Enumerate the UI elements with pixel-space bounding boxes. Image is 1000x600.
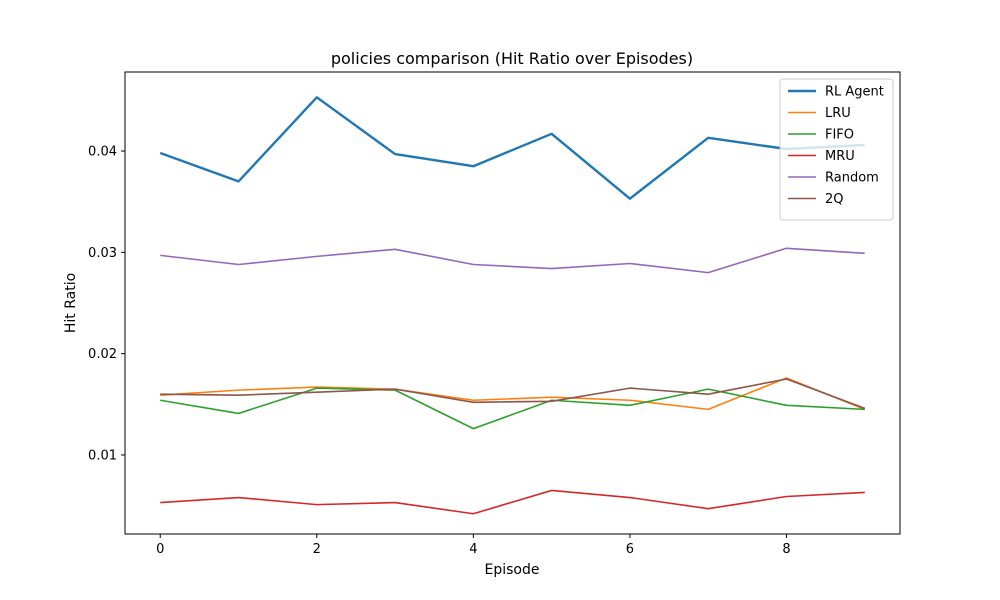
y-tick-label: 0.01 <box>88 448 117 463</box>
plot-area: 0 2 4 6 8 0.01 0.02 0.03 0.04 <box>88 96 866 557</box>
x-tick-label: 8 <box>782 542 790 557</box>
series-line-fifo <box>160 387 865 430</box>
legend-label: Random <box>825 171 879 186</box>
legend-label: MRU <box>825 149 855 164</box>
x-tick-label: 4 <box>469 542 477 557</box>
y-tick-label: 0.02 <box>88 347 117 362</box>
x-tick-label: 2 <box>313 542 321 557</box>
chart-title: policies comparison (Hit Ratio over Epis… <box>331 49 693 68</box>
series-line-lru <box>160 377 866 411</box>
legend-label: RL Agent <box>825 85 884 100</box>
series-line-mru <box>160 489 865 515</box>
y-axis-label: Hit Ratio <box>63 273 79 333</box>
plot-frame <box>124 71 901 535</box>
x-axis-label: Episode <box>485 562 540 578</box>
legend: RL Agent LRU FIFO MRU Random 2Q <box>779 78 894 221</box>
legend-label: 2Q <box>825 192 844 207</box>
legend-label: FIFO <box>825 128 854 143</box>
x-tick-label: 0 <box>156 542 164 557</box>
series-line-2q <box>160 378 866 410</box>
y-tick-label: 0.04 <box>88 145 117 160</box>
series-line-random <box>160 247 865 274</box>
y-tick-label: 0.03 <box>88 246 117 261</box>
x-tick-label: 6 <box>626 542 634 557</box>
legend-box <box>779 78 894 221</box>
legend-label: LRU <box>825 106 851 121</box>
series-line-rl-agent <box>159 96 865 200</box>
